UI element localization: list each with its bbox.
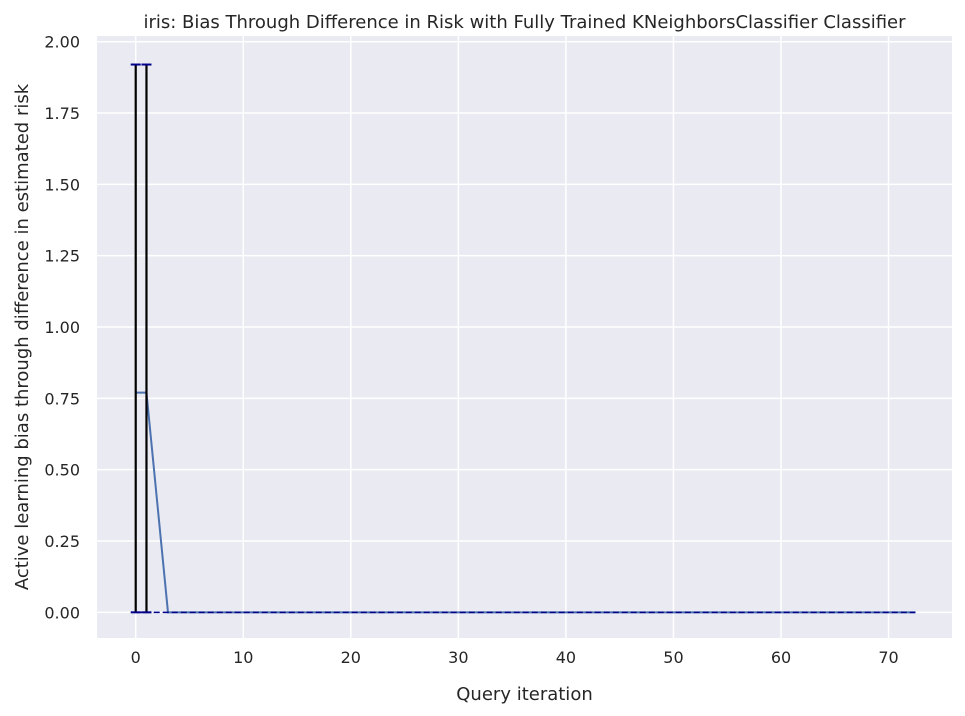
y-tick-label: 0.75 bbox=[44, 389, 80, 408]
y-tick-label: 1.00 bbox=[44, 318, 80, 337]
plot-area bbox=[97, 36, 952, 638]
y-tick-labels: 0.00 0.25 0.50 0.75 1.00 1.25 1.50 1.75 2.00 bbox=[44, 33, 80, 623]
y-tick-label: 0.00 bbox=[44, 603, 80, 622]
x-tick-labels: 0 10 20 30 40 50 60 70 bbox=[131, 648, 899, 667]
x-tick-label: 10 bbox=[233, 648, 253, 667]
y-tick-label: 1.25 bbox=[44, 247, 80, 266]
y-tick-label: 0.25 bbox=[44, 532, 80, 551]
error-bars bbox=[130, 63, 916, 614]
x-axis-title: Query iteration bbox=[456, 684, 592, 705]
y-tick-label: 1.50 bbox=[44, 175, 80, 194]
x-tick-label: 70 bbox=[878, 648, 898, 667]
x-tick-label: 40 bbox=[556, 648, 576, 667]
x-tick-label: 60 bbox=[771, 648, 791, 667]
x-tick-label: 30 bbox=[448, 648, 468, 667]
chart-title: iris: Bias Through Difference in Risk wi… bbox=[143, 12, 906, 33]
x-tick-label: 0 bbox=[131, 648, 141, 667]
y-tick-label: 1.75 bbox=[44, 104, 80, 123]
y-tick-label: 0.50 bbox=[44, 461, 80, 480]
y-tick-label: 2.00 bbox=[44, 33, 80, 52]
x-tick-label: 50 bbox=[663, 648, 683, 667]
x-tick-label: 20 bbox=[341, 648, 361, 667]
grid bbox=[97, 36, 952, 638]
y-axis-title: Active learning bias through difference … bbox=[12, 83, 33, 590]
